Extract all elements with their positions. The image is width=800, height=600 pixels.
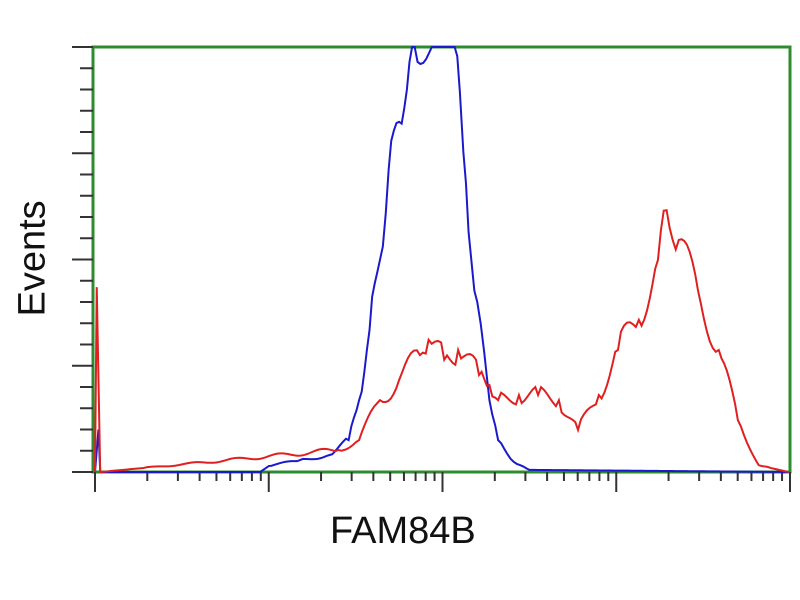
x-axis-label: FAM84B: [330, 510, 476, 552]
y-axis-label: Events: [11, 200, 54, 317]
plot-frame: [91, 45, 792, 474]
series-line-1: [94, 46, 789, 473]
series-line-2: [94, 209, 789, 474]
